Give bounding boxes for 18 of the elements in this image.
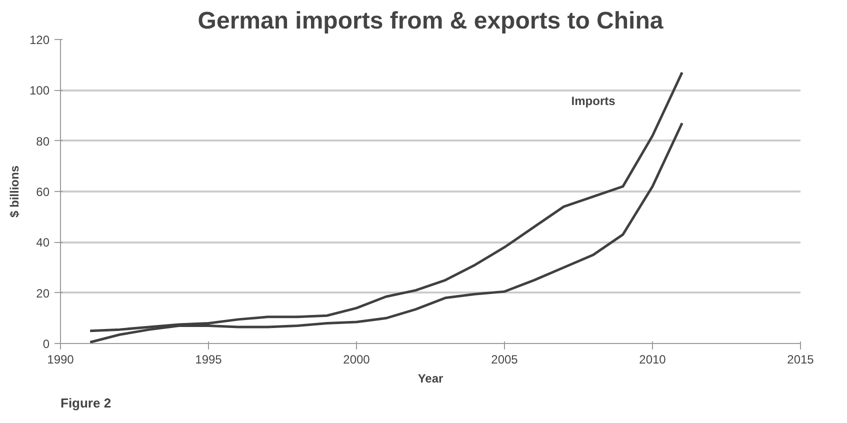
x-tick-label: 2010 xyxy=(639,352,666,366)
y-tick-label: 100 xyxy=(29,84,50,98)
y-tick-label: 0 xyxy=(42,337,50,351)
x-tick-label: 2005 xyxy=(491,352,518,366)
y-tick-label: 20 xyxy=(36,286,50,300)
text: Imports xyxy=(571,94,616,108)
x-tick-label: 2015 xyxy=(787,352,814,366)
y-tick-label: 60 xyxy=(36,185,50,199)
x-axis-title: Year xyxy=(418,372,444,386)
y-tick-label: 120 xyxy=(29,33,50,47)
x-tick-label: 2000 xyxy=(343,352,370,366)
chart-title: German imports from & exports to China xyxy=(198,8,664,34)
x-tick-label: 1990 xyxy=(47,352,74,366)
y-axis-title: $ billions xyxy=(7,165,22,218)
caption: Figure 2 xyxy=(60,396,112,410)
x-tick-label: 1995 xyxy=(195,352,222,366)
y-tick-label: 40 xyxy=(36,236,50,250)
y-tick-label: 80 xyxy=(36,134,50,148)
